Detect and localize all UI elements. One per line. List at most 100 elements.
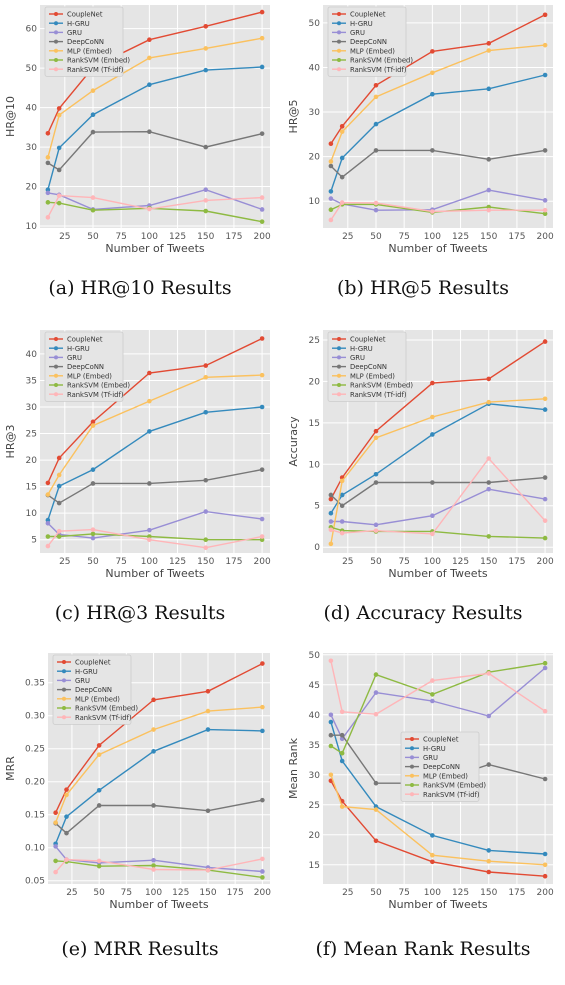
series-line-h-gru [47, 66, 263, 190]
data-point-gru [542, 198, 548, 203]
series-deepconn [45, 129, 265, 173]
data-point-deepconn [486, 157, 492, 162]
data-point-mlp-embed [147, 398, 152, 404]
data-point-mlp-embed [373, 94, 379, 100]
data-point-h-gru [205, 727, 211, 732]
data-point-ranksvm-tf-idf [90, 195, 96, 200]
data-point-mlp-embed [259, 372, 265, 378]
data-point-ranksvm-tf-idf [486, 456, 492, 461]
data-point-h-gru [430, 432, 435, 437]
data-point-gru [45, 520, 51, 526]
data-point-ranksvm-tf-idf [542, 708, 548, 714]
data-point-h-gru [90, 467, 96, 472]
data-point-deepconn [203, 477, 209, 483]
data-point-ranksvm-embed [542, 535, 548, 541]
data-point-deepconn [328, 163, 334, 169]
legend-marker [62, 678, 66, 683]
data-point-gru [486, 486, 492, 492]
data-point-h-gru [203, 67, 209, 73]
data-point-couplenet [542, 873, 548, 879]
data-point-deepconn [203, 144, 209, 150]
legend-label: RankSVM (Tf-idf) [423, 791, 480, 799]
data-point-couplenet [203, 363, 209, 368]
x-tick-label: 100 [141, 232, 158, 242]
x-tick-label: 150 [480, 557, 497, 567]
data-point-mlp-embed [64, 792, 69, 798]
series-mlp-embed [328, 772, 548, 868]
caption-hr10: (a) HR@10 Results [48, 277, 232, 299]
data-point-ranksvm-tf-idf [203, 545, 209, 550]
x-tick-label: 25 [342, 232, 353, 242]
data-point-couplenet [328, 141, 334, 147]
data-point-deepconn [56, 500, 62, 506]
y-tick-label: 35 [26, 376, 37, 386]
data-point-ranksvm-tf-idf [45, 215, 51, 220]
chart-hr10: 25 50 75 100 125 150 175 200 10 20 30 40 50 60 Number … [4, 5, 271, 255]
y-tick-label: 5 [314, 502, 320, 512]
x-tick-label: 100 [424, 888, 441, 898]
series-line-mlp-embed [330, 44, 546, 162]
data-point-ranksvm-embed [542, 211, 548, 217]
legend-label: H-GRU [423, 745, 446, 753]
legend-label: MLP (Embed) [350, 47, 395, 55]
legend-marker [337, 39, 341, 44]
data-point-h-gru [542, 851, 548, 857]
data-point-gru [53, 844, 58, 849]
y-tick-label: 20 [26, 183, 38, 193]
series-couplenet [328, 778, 548, 879]
data-point-couplenet [90, 419, 96, 425]
data-point-ranksvm-tf-idf [64, 857, 69, 862]
y-tick-label: 15 [309, 861, 320, 871]
legend-label: CoupleNet [350, 11, 386, 19]
data-point-h-gru [486, 86, 492, 92]
x-tick-label: 125 [172, 888, 189, 898]
series-ranksvm-tf-idf [328, 200, 548, 223]
x-tick-label: 25 [59, 232, 70, 242]
legend-label: RankSVM (Embed) [423, 782, 486, 790]
data-point-ranksvm-tf-idf [339, 200, 345, 205]
data-point-ranksvm-tf-idf [328, 658, 334, 664]
data-point-h-gru [260, 728, 265, 734]
data-point-ranksvm-tf-idf [373, 711, 379, 717]
legend-marker [54, 383, 58, 387]
series-line-h-gru [47, 406, 263, 521]
series-line-deepconn [330, 149, 546, 179]
y-tick-label: 0.35 [25, 679, 45, 689]
legend-marker [337, 30, 341, 35]
data-point-h-gru [328, 189, 334, 194]
series-deepconn [53, 797, 265, 836]
data-point-ranksvm-tf-idf [542, 518, 548, 523]
data-point-ranksvm-tf-idf [205, 867, 211, 873]
x-axis-label: Number of Tweets [105, 242, 205, 255]
data-point-ranksvm-embed [56, 200, 62, 206]
x-tick-label: 200 [254, 557, 271, 567]
y-tick-label: 60 [26, 25, 38, 35]
x-tick-label: 25 [66, 888, 77, 898]
y-tick-label: 50 [26, 64, 38, 74]
data-point-gru [373, 690, 379, 695]
data-point-couplenet [151, 697, 156, 703]
legend-label: H-GRU [67, 20, 90, 28]
series-line-couplenet [330, 780, 546, 877]
x-tick-label: 50 [370, 888, 382, 898]
data-point-gru [151, 857, 156, 863]
legend-marker [54, 392, 58, 397]
data-point-ranksvm-tf-idf [328, 217, 334, 223]
data-point-ranksvm-embed [96, 863, 102, 869]
data-point-h-gru [430, 91, 435, 97]
data-point-mlp-embed [373, 807, 379, 812]
legend-label: H-GRU [350, 20, 373, 28]
legend-label: MLP (Embed) [350, 372, 395, 380]
data-point-gru [542, 496, 548, 502]
legend-label: GRU [350, 354, 365, 362]
data-point-ranksvm-embed [203, 208, 209, 214]
data-point-couplenet [430, 859, 435, 865]
y-tick-label: 5 [31, 536, 37, 546]
caption-hr5: (b) HR@5 Results [336, 277, 510, 299]
y-axis-label: MRR [4, 756, 17, 781]
data-point-mlp-embed [542, 396, 548, 402]
data-point-ranksvm-tf-idf [259, 195, 265, 200]
legend-label: RankSVM (Embed) [350, 382, 413, 390]
data-point-ranksvm-tf-idf [339, 530, 345, 536]
